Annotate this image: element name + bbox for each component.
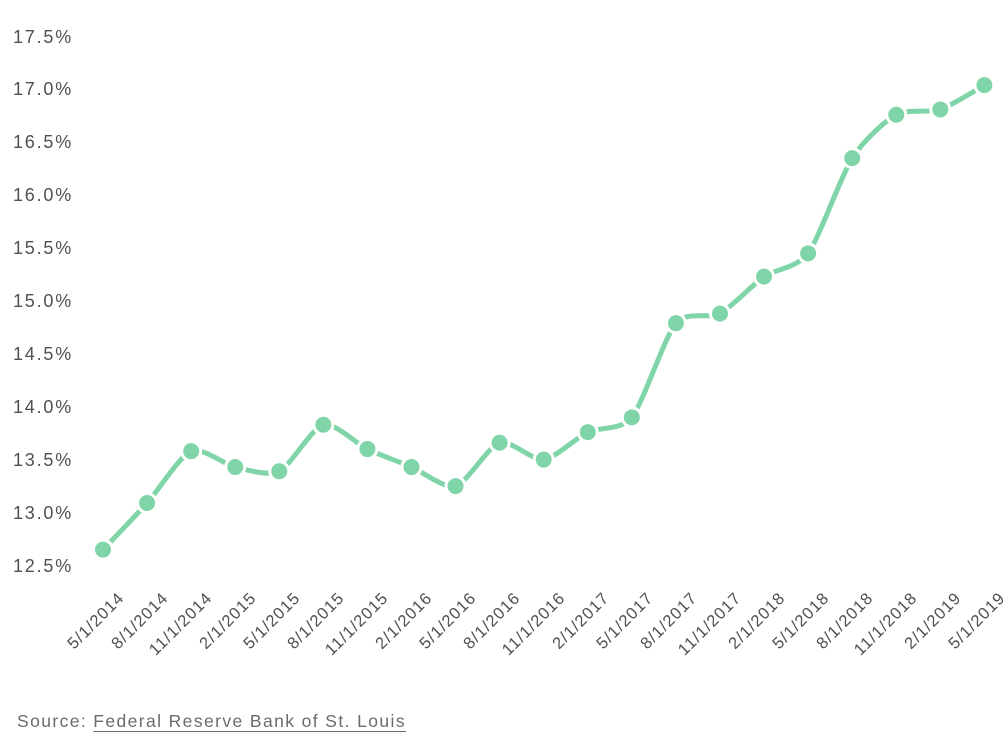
x-tick-label: 2/1/2019 [901,589,966,653]
x-tick-label: 2/1/2018 [724,589,789,653]
x-tick-label: 11/1/2017 [674,589,745,660]
source-prefix: Source: [17,711,88,731]
x-tick-label: 2/1/2016 [372,589,437,653]
data-point-marker [315,416,332,433]
x-tick-label: 11/1/2016 [498,589,569,660]
data-point-marker [800,245,817,262]
data-point-marker [623,409,640,426]
x-tick-label: 5/1/2018 [769,589,833,653]
x-tick-label: 2/1/2017 [548,589,613,653]
plot-area [95,77,993,558]
x-tick-label: 8/1/2016 [460,589,525,653]
data-point-marker [139,495,156,512]
data-point-marker [756,268,773,285]
x-tick-label: 8/1/2015 [284,589,349,653]
data-point-marker [447,478,464,495]
data-point-marker [359,441,376,458]
data-point-marker [227,459,244,476]
x-tick-label: 5/1/2017 [592,589,657,653]
data-point-marker [579,424,596,441]
x-tick-label: 5/1/2015 [240,589,305,653]
data-point-marker [667,315,684,332]
x-tick-label: 5/1/2014 [63,589,128,653]
data-point-marker [183,443,200,460]
data-point-marker [932,101,949,118]
x-tick-label: 11/1/2015 [322,589,393,660]
data-point-marker [95,541,111,558]
source-link[interactable]: Federal Reserve Bank of St. Louis [93,711,406,731]
x-tick-label: 11/1/2014 [145,589,216,660]
source-line: Source: Federal Reserve Bank of St. Louis [17,711,406,732]
x-tick-label: 8/1/2014 [108,589,172,653]
x-tick-label: 8/1/2017 [636,589,701,653]
data-point-marker [271,463,288,480]
data-point-marker [888,106,905,123]
data-point-marker [491,434,508,451]
data-point-marker [711,305,728,322]
data-point-marker [976,77,993,94]
x-tick-label: 2/1/2015 [196,589,260,653]
x-tick-label: 11/1/2018 [850,589,921,660]
x-tick-label: 8/1/2018 [813,589,877,653]
x-tick-label: 5/1/2016 [416,589,481,653]
data-point-marker [403,459,420,476]
data-point-marker [535,451,552,468]
x-tick-label: 5/1/2019 [945,589,1003,653]
data-point-marker [844,150,861,167]
